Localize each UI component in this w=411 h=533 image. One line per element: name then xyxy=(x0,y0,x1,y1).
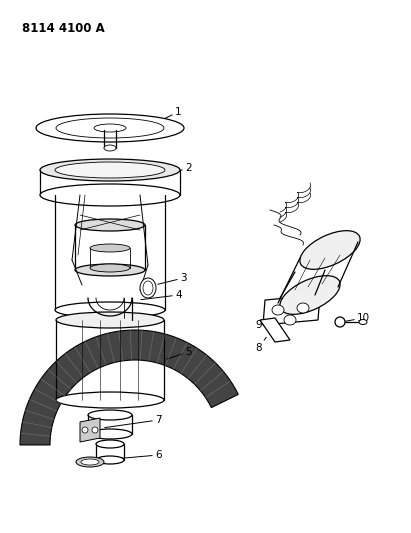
Ellipse shape xyxy=(335,317,345,327)
Text: 8114 4100 A: 8114 4100 A xyxy=(22,22,105,35)
Ellipse shape xyxy=(96,456,124,464)
Text: 6: 6 xyxy=(105,450,162,460)
Ellipse shape xyxy=(88,410,132,420)
Text: 5: 5 xyxy=(166,347,192,359)
Ellipse shape xyxy=(96,440,124,448)
Text: 3: 3 xyxy=(158,273,187,284)
Ellipse shape xyxy=(36,114,184,142)
Ellipse shape xyxy=(76,457,104,467)
Text: 9: 9 xyxy=(255,314,266,330)
Ellipse shape xyxy=(88,429,132,439)
Ellipse shape xyxy=(40,159,180,181)
Ellipse shape xyxy=(56,118,164,138)
Polygon shape xyxy=(263,295,320,325)
Ellipse shape xyxy=(75,219,145,231)
Ellipse shape xyxy=(56,392,164,408)
Text: 1: 1 xyxy=(157,107,182,122)
Ellipse shape xyxy=(55,162,165,178)
Ellipse shape xyxy=(297,303,309,313)
Polygon shape xyxy=(20,330,238,445)
Ellipse shape xyxy=(280,276,340,314)
Ellipse shape xyxy=(143,281,153,295)
Ellipse shape xyxy=(94,124,126,132)
Ellipse shape xyxy=(55,302,165,318)
Ellipse shape xyxy=(359,319,367,325)
Ellipse shape xyxy=(75,264,145,276)
Ellipse shape xyxy=(90,244,130,252)
Ellipse shape xyxy=(40,184,180,206)
Ellipse shape xyxy=(56,312,164,328)
Ellipse shape xyxy=(284,315,296,325)
Ellipse shape xyxy=(81,459,99,465)
Ellipse shape xyxy=(272,305,284,315)
Text: 7: 7 xyxy=(105,415,162,427)
Ellipse shape xyxy=(300,231,360,269)
Ellipse shape xyxy=(92,427,98,433)
Ellipse shape xyxy=(140,278,156,298)
Ellipse shape xyxy=(82,427,88,433)
Text: 2: 2 xyxy=(168,163,192,174)
Ellipse shape xyxy=(90,264,130,272)
Text: 4: 4 xyxy=(141,290,182,300)
Ellipse shape xyxy=(104,145,116,151)
Text: 10: 10 xyxy=(344,313,370,323)
Text: 8: 8 xyxy=(255,337,266,353)
Polygon shape xyxy=(260,318,290,342)
Polygon shape xyxy=(80,418,100,442)
